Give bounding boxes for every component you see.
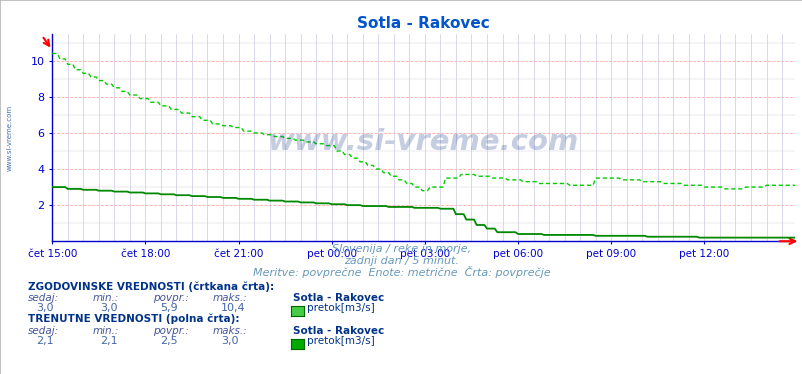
Text: 2,1: 2,1 xyxy=(36,336,54,346)
Text: min.:: min.: xyxy=(92,326,119,335)
Text: TRENUTNE VREDNOSTI (polna črta):: TRENUTNE VREDNOSTI (polna črta): xyxy=(28,314,239,324)
Text: 5,9: 5,9 xyxy=(160,303,178,313)
Text: maks.:: maks.: xyxy=(213,326,247,335)
Text: povpr.:: povpr.: xyxy=(152,293,188,303)
Text: pretok[m3/s]: pretok[m3/s] xyxy=(306,336,374,346)
Text: min.:: min.: xyxy=(92,293,119,303)
Text: www.si-vreme.com: www.si-vreme.com xyxy=(268,128,578,156)
Text: sedaj:: sedaj: xyxy=(28,326,59,335)
Text: pretok[m3/s]: pretok[m3/s] xyxy=(306,303,374,313)
Text: www.si-vreme.com: www.si-vreme.com xyxy=(6,105,13,171)
Title: Sotla - Rakovec: Sotla - Rakovec xyxy=(357,16,489,31)
Text: Slovenija / reke in morje,: Slovenija / reke in morje, xyxy=(331,245,471,254)
Text: zadnji dan / 5 minut.: zadnji dan / 5 minut. xyxy=(343,256,459,266)
Text: 3,0: 3,0 xyxy=(100,303,118,313)
Text: Meritve: povprečne  Enote: metrične  Črta: povprečje: Meritve: povprečne Enote: metrične Črta:… xyxy=(253,266,549,278)
Text: 3,0: 3,0 xyxy=(36,303,54,313)
Text: 2,5: 2,5 xyxy=(160,336,178,346)
Text: sedaj:: sedaj: xyxy=(28,293,59,303)
Text: 2,1: 2,1 xyxy=(100,336,118,346)
Text: ZGODOVINSKE VREDNOSTI (črtkana črta):: ZGODOVINSKE VREDNOSTI (črtkana črta): xyxy=(28,281,274,292)
Text: 10,4: 10,4 xyxy=(221,303,245,313)
Text: povpr.:: povpr.: xyxy=(152,326,188,335)
Text: maks.:: maks.: xyxy=(213,293,247,303)
Text: Sotla - Rakovec: Sotla - Rakovec xyxy=(293,293,384,303)
Text: Sotla - Rakovec: Sotla - Rakovec xyxy=(293,326,384,335)
Text: 3,0: 3,0 xyxy=(221,336,238,346)
